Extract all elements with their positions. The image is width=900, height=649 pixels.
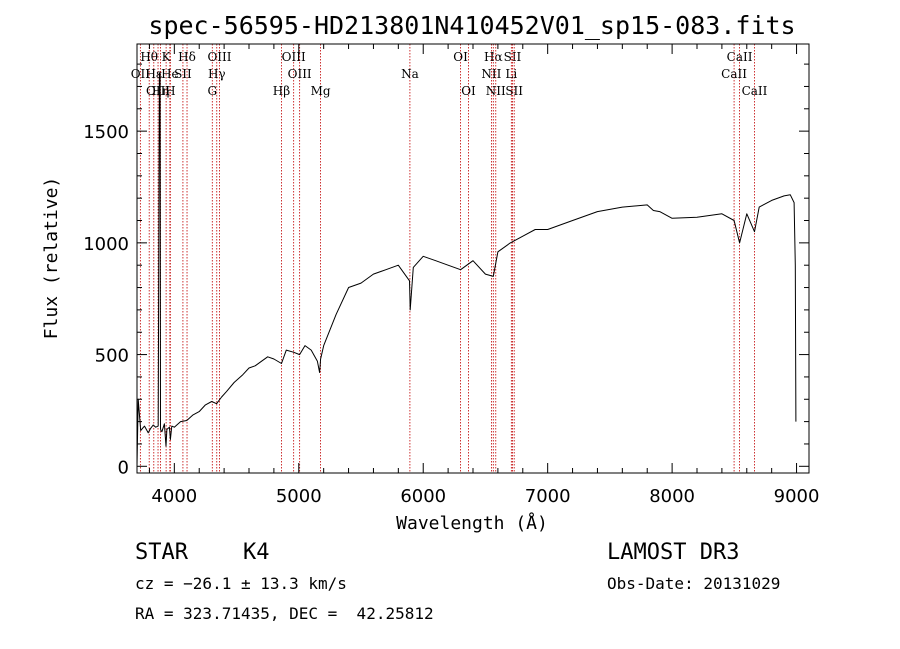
spectral-line-label: Hβ: [273, 84, 290, 98]
spectral-line-label: SII: [505, 84, 523, 98]
plot-frame: [136, 43, 810, 474]
y-tick-label: 0: [118, 457, 129, 478]
spectral-line-label: SII: [174, 67, 192, 81]
spectral-line-label: Hε: [145, 67, 162, 81]
spectral-line-label: NII: [486, 84, 506, 98]
spectral-line-label: OII: [131, 67, 151, 81]
redshift-value: cz = −26.1 ± 13.3 km/s: [135, 574, 347, 593]
spectral-line-label: OIII: [282, 50, 306, 64]
spectral-line-label: SII: [504, 50, 522, 64]
spectral-line-label: He: [161, 67, 179, 81]
spectral-line-label: Li: [505, 67, 517, 81]
x-tick-label: 5000: [276, 486, 322, 507]
spectrum-series-line: [136, 72, 797, 467]
object-subclass: K4: [243, 540, 270, 565]
observation-date: Obs-Date: 20131029: [607, 574, 781, 593]
spectral-line-label: CaII: [742, 84, 768, 98]
y-axis-label: Flux (relative): [41, 177, 62, 340]
spectral-line-label: CaII: [727, 50, 753, 64]
spectral-line-label: CaII: [721, 67, 747, 81]
spectral-line-label: Na: [401, 67, 419, 81]
x-tick-label: 9000: [774, 486, 820, 507]
x-tick-label: 8000: [649, 486, 695, 507]
spectral-line-label: Hδ: [178, 50, 196, 64]
ra-dec: RA = 323.71435, DEC = 42.25812: [135, 604, 434, 623]
spectral-line-label: Hγ: [208, 67, 226, 81]
object-class: STAR: [135, 540, 188, 565]
spectral-line-label: OIII: [288, 67, 312, 81]
y-tick-label: 1500: [83, 122, 129, 143]
spectral-line-label: OI: [461, 84, 476, 98]
spectral-line-label: K: [162, 50, 172, 64]
survey-name: LAMOST DR3: [607, 540, 740, 565]
spectral-line-label: Hθ: [140, 50, 158, 64]
spectral-line-label: OIII: [146, 84, 170, 98]
spectral-line-label: OI: [453, 50, 468, 64]
y-tick-label: 500: [95, 346, 129, 367]
x-tick-label: 6000: [400, 486, 446, 507]
spectral-line-label: OIII: [207, 50, 231, 64]
x-axis-label: Wavelength (Å): [396, 512, 548, 534]
spectral-line-label: H: [165, 84, 175, 98]
spectral-line-label: Mg: [311, 84, 331, 98]
spectral-line-label: Hα: [484, 50, 503, 64]
x-tick-label: 4000: [151, 486, 197, 507]
y-tick-label: 1000: [83, 234, 129, 255]
x-tick-label: 7000: [525, 486, 571, 507]
spectral-line-label: NII: [481, 67, 501, 81]
chart-title: spec-56595-HD213801N410452V01_sp15-083.f…: [148, 11, 795, 40]
spectral-line-label: G: [207, 84, 217, 98]
